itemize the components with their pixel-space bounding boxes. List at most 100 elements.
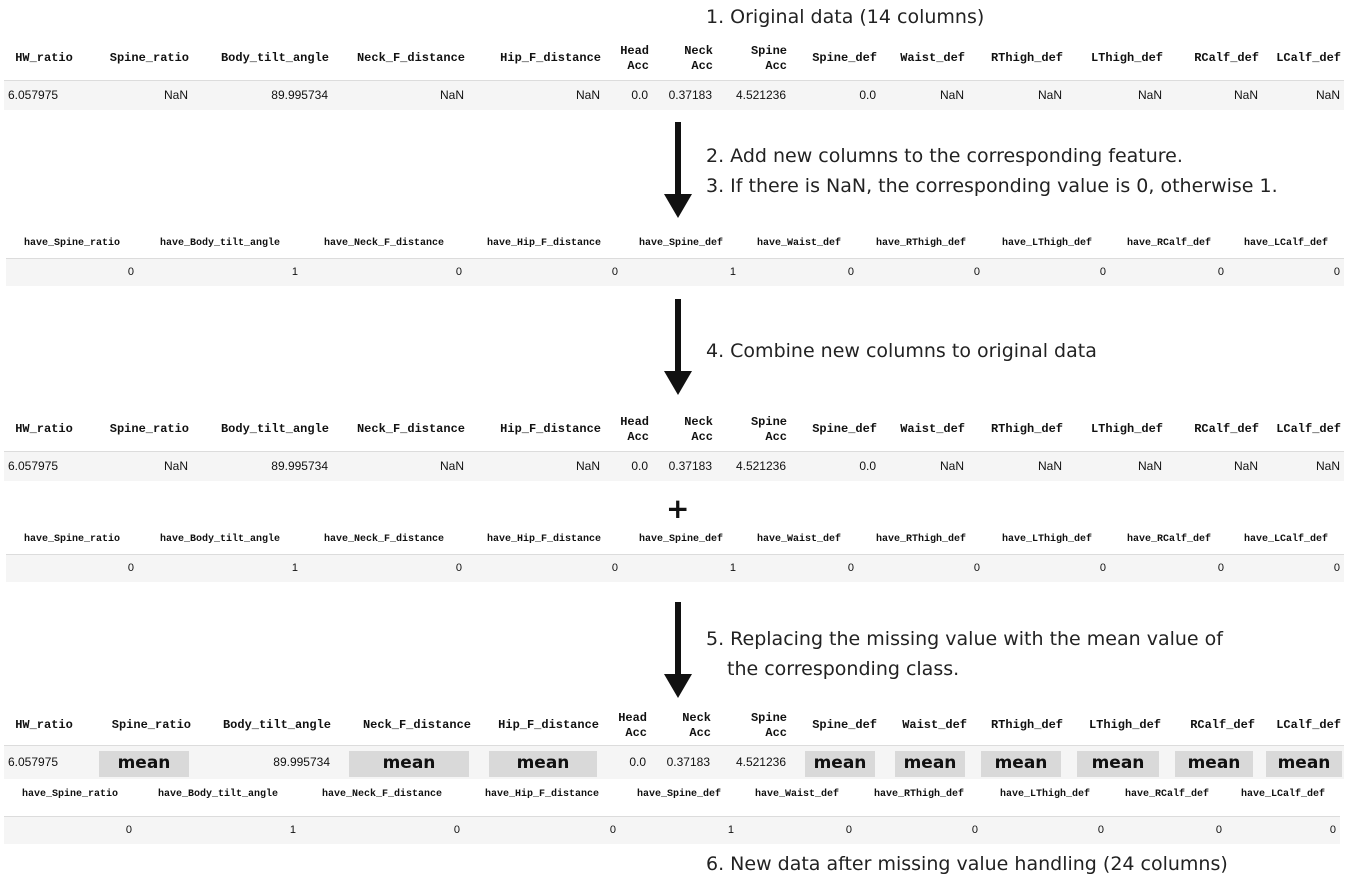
step-2-label: 2. Add new columns to the corresponding … — [706, 145, 1183, 167]
table-cell: NaN — [1066, 79, 1166, 110]
table-row: 6.057975 NaN 89.995734 NaN NaN 0.0 0.371… — [4, 450, 1344, 481]
column-header: have_RCalf_def — [1126, 238, 1211, 250]
table-cell: 0 — [984, 257, 1110, 286]
column-header: Neck_F_distance — [356, 422, 465, 437]
table-cell: NaN — [1262, 79, 1344, 110]
table-row: 6.057975 mean 89.995734 mean mean 0.0 0.… — [4, 744, 1344, 779]
final-indicator-table: have_Spine_ratio have_Body_tilt_angle ha… — [4, 784, 1340, 844]
table-cell: 1 — [622, 257, 740, 286]
column-header: HW_ratio — [15, 718, 73, 733]
column-header: have_Neck_F_distance — [323, 238, 445, 250]
column-header: Head Acc — [620, 414, 649, 444]
down-arrow-icon — [664, 299, 692, 395]
table-cell: 0 — [740, 553, 858, 582]
column-header: Waist_def — [900, 422, 965, 437]
column-header: Spine Acc — [750, 43, 787, 73]
column-header: HW_ratio — [15, 422, 73, 437]
table-cell: 0 — [982, 815, 1108, 844]
column-header: Spine_def — [812, 718, 877, 733]
table-cell: 0 — [1226, 815, 1340, 844]
down-arrow-icon — [664, 122, 692, 218]
table-cell: mean — [1066, 744, 1164, 779]
column-header: Spine_ratio — [109, 51, 189, 66]
table-cell: 6.057975 — [4, 79, 84, 110]
column-header: have_LCalf_def — [1243, 534, 1328, 546]
original-data-table: HW_ratio Spine_ratio Body_tilt_angle Nec… — [4, 38, 1344, 110]
table-cell: 89.995734 — [192, 450, 332, 481]
mean-value: mean — [349, 750, 469, 777]
table-cell: mean — [880, 744, 970, 779]
step-6-label: 6. New data after missing value handling… — [706, 853, 1228, 875]
table-header-row: HW_ratio Spine_ratio Body_tilt_angle Nec… — [4, 707, 1344, 745]
column-header: have_Neck_F_distance — [321, 788, 443, 800]
column-header: have_Waist_def — [756, 238, 841, 250]
column-header: Head Acc — [620, 43, 649, 73]
column-header: have_RThigh_def — [873, 788, 964, 800]
table-cell: 0 — [302, 257, 466, 286]
column-header: Neck Acc — [682, 710, 711, 740]
table-header-row: have_Spine_ratio have_Body_tilt_angle ha… — [6, 526, 1344, 554]
table-cell: 0.0 — [604, 450, 652, 481]
mean-value: mean — [1266, 750, 1342, 777]
table-cell: 0 — [466, 257, 622, 286]
table-cell: NaN — [1066, 450, 1166, 481]
column-header: have_Hip_F_distance — [486, 534, 602, 546]
table-cell: NaN — [332, 450, 468, 481]
column-header: RThigh_def — [990, 718, 1063, 733]
combined-original-table: HW_ratio Spine_ratio Body_tilt_angle Nec… — [4, 409, 1344, 481]
column-header: have_Neck_F_distance — [323, 534, 445, 546]
column-header: have_LThigh_def — [999, 788, 1090, 800]
column-header: Waist_def — [900, 51, 965, 66]
column-header: Spine Acc — [750, 414, 787, 444]
column-header: have_Body_tilt_angle — [157, 788, 279, 800]
table-cell: 0 — [464, 815, 620, 844]
table-cell: 0.0 — [604, 79, 652, 110]
table-cell: 0 — [6, 553, 138, 582]
table-cell: mean — [84, 744, 194, 779]
column-header: Hip_F_distance — [500, 422, 601, 437]
step-5-label: 5. Replacing the missing value with the … — [706, 628, 1223, 650]
column-header: Spine_def — [812, 422, 877, 437]
table-cell: mean — [970, 744, 1066, 779]
column-header: have_Spine_def — [638, 238, 723, 250]
table-cell: 0 — [1110, 553, 1228, 582]
column-header: have_LCalf_def — [1240, 788, 1325, 800]
column-header: have_Spine_ratio — [23, 238, 120, 250]
table-cell: 0 — [466, 553, 622, 582]
mean-value: mean — [981, 750, 1061, 777]
column-header: have_Spine_def — [636, 788, 721, 800]
step-4-label: 4. Combine new columns to original data — [706, 340, 1097, 362]
table-cell: 1 — [620, 815, 738, 844]
column-header: Spine_ratio — [111, 718, 191, 733]
column-header: LThigh_def — [1090, 422, 1163, 437]
combined-indicator-table: have_Spine_ratio have_Body_tilt_angle ha… — [6, 526, 1344, 582]
mean-value: mean — [1077, 750, 1159, 777]
table-cell: 0 — [4, 815, 136, 844]
table-cell: NaN — [332, 79, 468, 110]
column-header: have_LThigh_def — [1001, 238, 1092, 250]
table-cell: NaN — [968, 450, 1066, 481]
table-cell: NaN — [968, 79, 1066, 110]
table-cell: NaN — [468, 450, 604, 481]
column-header: have_Spine_ratio — [21, 788, 118, 800]
column-header: LCalf_def — [1276, 718, 1341, 733]
table-cell: NaN — [880, 450, 968, 481]
step-3-label: 3. If there is NaN, the corresponding va… — [706, 175, 1278, 197]
column-header: Spine_ratio — [109, 422, 189, 437]
column-header: LThigh_def — [1088, 718, 1161, 733]
table-cell: 0 — [858, 257, 984, 286]
table-cell: 0 — [856, 815, 982, 844]
table-cell: 0 — [740, 257, 858, 286]
table-cell: 89.995734 — [192, 79, 332, 110]
column-header: Spine Acc — [750, 710, 787, 740]
table-cell: NaN — [84, 79, 192, 110]
table-row: 0 1 0 0 1 0 0 0 0 0 — [6, 553, 1344, 582]
column-header: Body_tilt_angle — [220, 51, 329, 66]
table-cell: 0.37183 — [652, 450, 716, 481]
mean-value: mean — [895, 750, 965, 777]
down-arrow-icon — [664, 602, 692, 698]
table-cell: 0 — [1228, 257, 1344, 286]
column-header: Body_tilt_angle — [220, 422, 329, 437]
column-header: have_Waist_def — [756, 534, 841, 546]
column-header: Waist_def — [902, 718, 967, 733]
